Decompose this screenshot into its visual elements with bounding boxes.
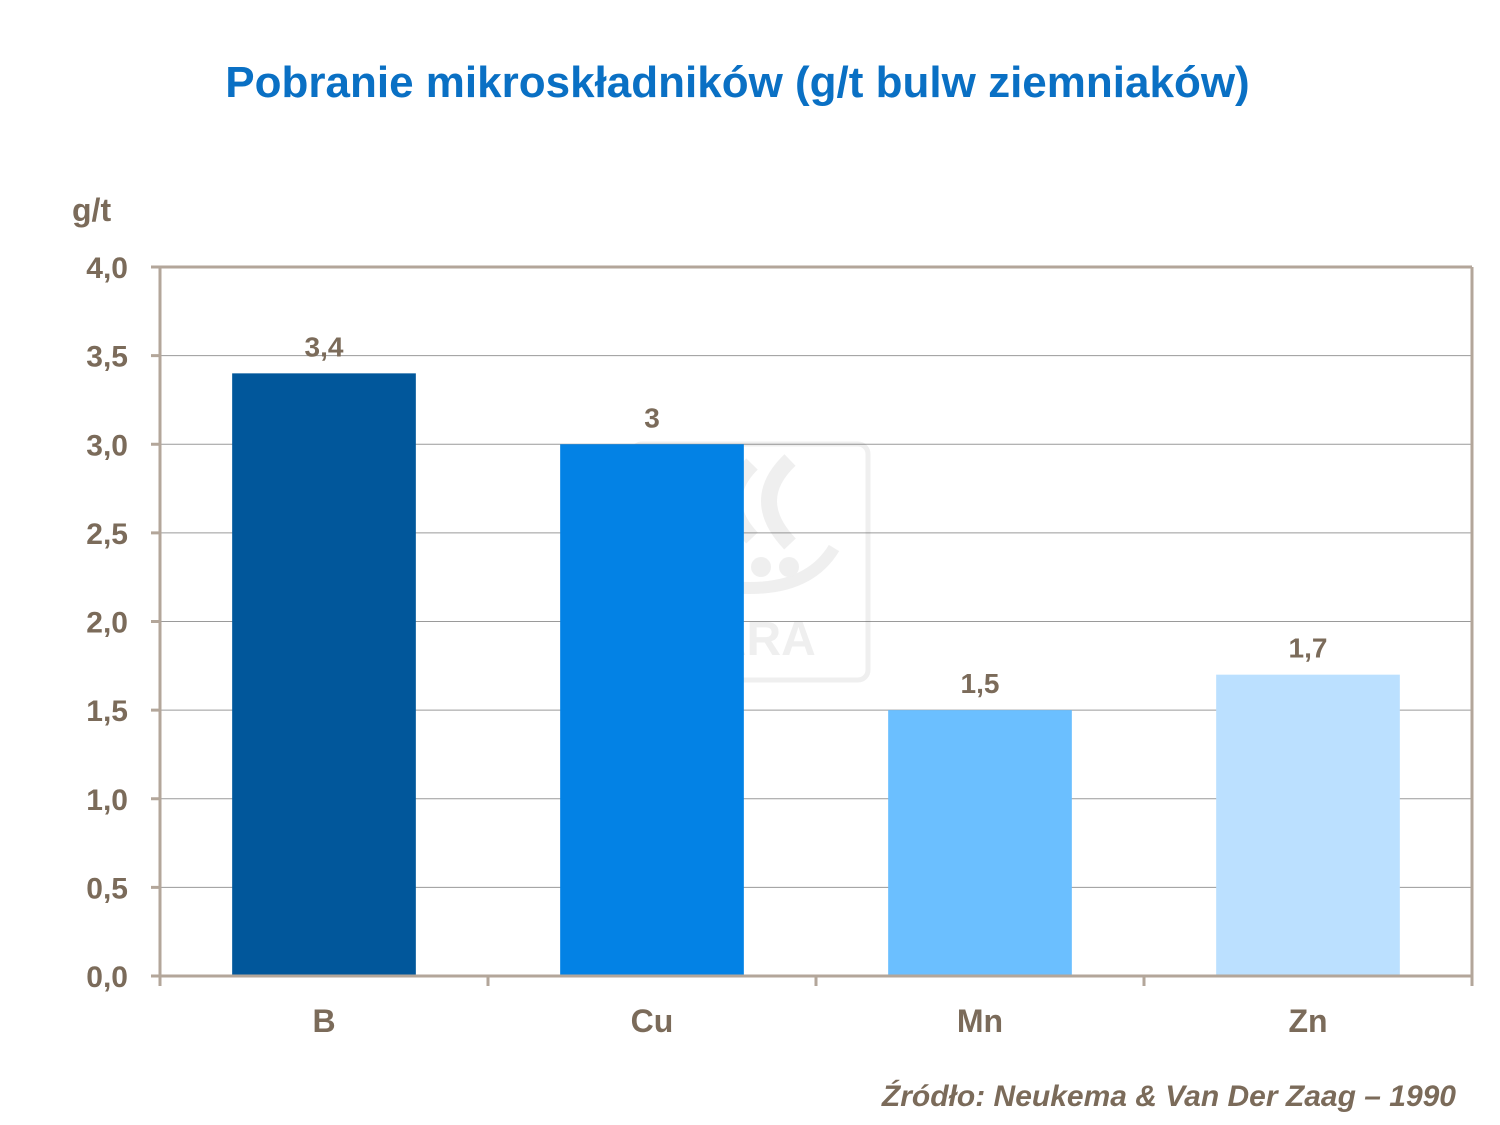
bar-mn (888, 710, 1072, 976)
bars (232, 373, 1400, 977)
x-tick-label: Zn (1288, 1003, 1327, 1039)
source-note: Źródło: Neukema & Van Der Zaag – 1990 (881, 1080, 1456, 1113)
y-tick-label: 3,5 (86, 341, 128, 374)
y-tick-label: 1,5 (86, 695, 128, 728)
labels: 0,0 0,5 1,0 1,5 2,0 2,5 3,0 3,5 4,0 3,4 B 3 Cu 1,5 Mn 1… (86, 252, 1327, 1039)
y-axis-label: g/t (72, 192, 112, 228)
data-label: 1,7 (1289, 633, 1328, 664)
watermark-shield-4 (779, 557, 799, 577)
y-tick-label: 1,0 (86, 784, 128, 817)
data-label: 3 (644, 402, 660, 433)
y-tick-label: 4,0 (86, 252, 128, 285)
data-label: 1,5 (961, 668, 1000, 699)
y-tick-label: 2,5 (86, 518, 128, 551)
y-tick-label: 0,5 (86, 872, 128, 905)
bar-cu (560, 444, 744, 976)
y-tick-label: 2,0 (86, 607, 128, 640)
bar-b (232, 373, 416, 977)
y-tick-label: 0,0 (86, 961, 128, 994)
x-tick-label: Mn (957, 1003, 1003, 1039)
chart-title: Pobranie mikroskładników (g/t bulw ziemn… (225, 58, 1250, 107)
watermark-shield-3 (751, 557, 771, 577)
data-label: 3,4 (305, 331, 344, 362)
x-tick-label: B (312, 1003, 335, 1039)
bar-zn (1216, 674, 1400, 976)
x-tick-label: Cu (631, 1003, 674, 1039)
plot-frame (151, 265, 1474, 986)
y-tick-label: 3,0 (86, 429, 128, 462)
watermark-wave-3 (761, 454, 796, 550)
